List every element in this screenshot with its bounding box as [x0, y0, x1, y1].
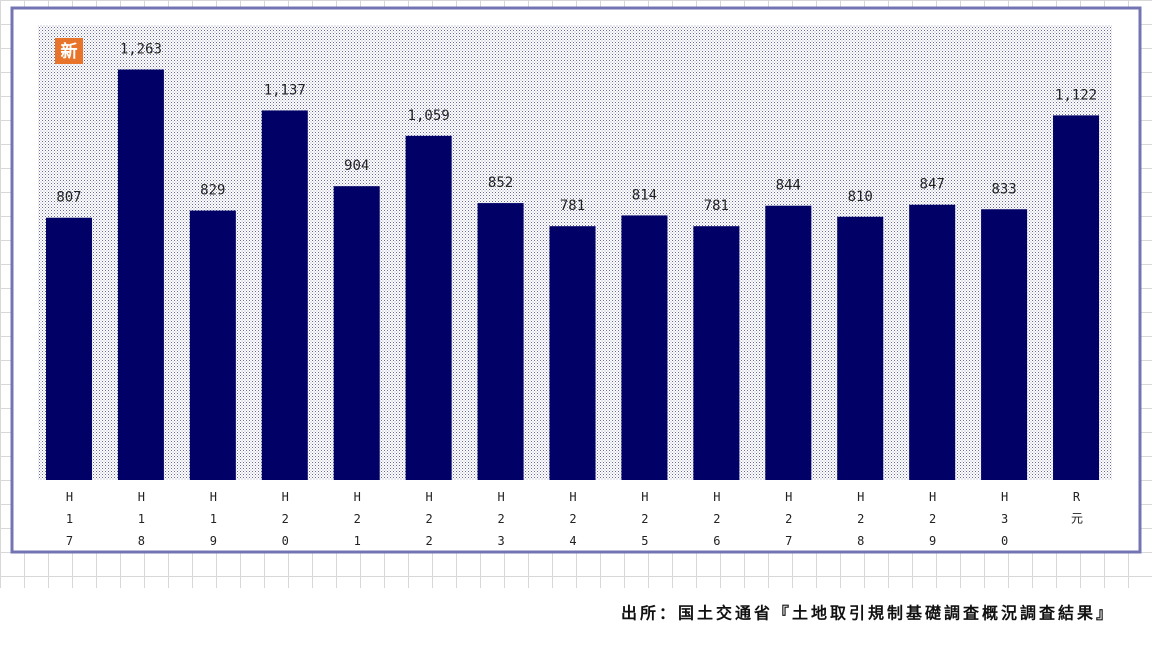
x-tick-label: H25 — [638, 490, 652, 556]
x-tick-label: H20 — [278, 490, 292, 556]
x-tick-label: H24 — [566, 490, 580, 556]
footer-area — [0, 588, 1152, 648]
bar — [477, 203, 524, 480]
value-label: 829 — [200, 183, 225, 199]
badge-text: 新 — [61, 41, 78, 62]
x-tick-label: H28 — [854, 490, 868, 556]
value-label: 844 — [776, 178, 801, 194]
x-tick-label: H26 — [710, 490, 724, 556]
bar — [621, 215, 668, 480]
bar — [333, 186, 380, 480]
value-label: 833 — [991, 181, 1016, 197]
value-label: 1,263 — [120, 42, 162, 58]
bar — [45, 217, 92, 480]
value-label: 1,122 — [1055, 87, 1097, 103]
value-label: 807 — [56, 190, 81, 206]
value-label: 904 — [344, 158, 369, 174]
x-tick-label: H22 — [422, 490, 436, 556]
bar — [405, 135, 452, 480]
badge-icon — [55, 38, 83, 64]
value-label: 1,137 — [264, 82, 306, 98]
x-tick-label: H29 — [926, 490, 940, 556]
x-tick-label: R元 — [1070, 490, 1084, 532]
bar — [261, 110, 308, 480]
x-tick-label: H23 — [494, 490, 508, 556]
value-label: 814 — [632, 187, 657, 203]
x-tick-label: H21 — [350, 490, 364, 556]
x-tick-label: H30 — [998, 490, 1012, 556]
bar — [981, 209, 1028, 480]
bar — [549, 226, 596, 480]
x-tick-label: H27 — [782, 490, 796, 556]
bar — [117, 69, 164, 481]
value-label: 852 — [488, 175, 513, 191]
source-note: 出所：国土交通省『土地取引規制基礎調査概況調査結果』 — [621, 604, 1115, 623]
x-tick-label: H19 — [206, 490, 220, 556]
x-tick-label: H18 — [134, 490, 148, 556]
value-label: 781 — [704, 198, 729, 214]
bar — [909, 204, 956, 480]
value-label: 847 — [920, 177, 945, 193]
bar — [837, 216, 884, 480]
bar — [189, 210, 236, 480]
x-tick-label: H17 — [62, 490, 76, 556]
value-label: 810 — [848, 189, 873, 205]
bar — [1053, 115, 1100, 480]
value-label: 781 — [560, 198, 585, 214]
bar — [765, 205, 812, 480]
value-label: 1,059 — [408, 108, 450, 124]
bar — [693, 226, 740, 480]
